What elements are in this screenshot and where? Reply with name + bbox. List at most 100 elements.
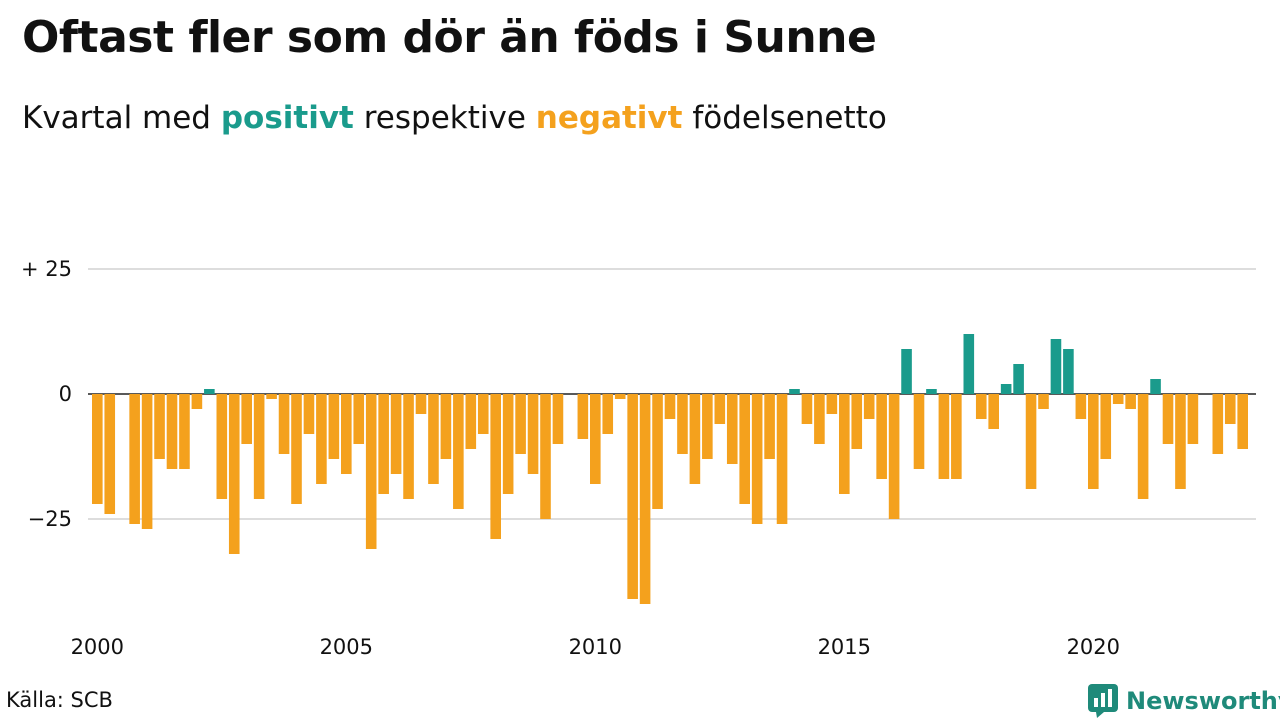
- bar-2019-q1: [1038, 394, 1049, 409]
- bar-2017-q2: [951, 394, 962, 479]
- bar-2005-q3: [365, 394, 377, 549]
- bar-2023-q1: [1237, 394, 1248, 449]
- x-tick-label: 2005: [320, 635, 373, 659]
- bar-2000-q1: [92, 394, 103, 504]
- bar-2018-q1: [988, 394, 999, 429]
- bar-2016-q1: [888, 394, 900, 519]
- bar-2013-q3: [764, 394, 775, 459]
- bar-2011-q1: [639, 394, 651, 604]
- bar-2001-q2: [154, 394, 165, 459]
- bar-2019-q4: [1075, 394, 1087, 419]
- bar-2002-q1: [191, 394, 203, 409]
- bar-2018-q4: [1025, 394, 1037, 489]
- bar-2010-q1: [590, 394, 601, 484]
- bar-2004-q3: [316, 394, 327, 484]
- bar-2006-q2: [403, 394, 414, 499]
- brand: Newsworthy: [1088, 684, 1280, 718]
- subtitle-negative: negativt: [535, 100, 683, 136]
- bar-2020-q4: [1125, 394, 1136, 409]
- bar-2020-q1: [1088, 394, 1099, 489]
- y-axis: + 25 0 −25: [21, 257, 72, 531]
- bar-2016-q2: [901, 349, 912, 394]
- bar-2010-q4: [627, 394, 638, 599]
- source-note: Källa: SCB: [6, 688, 113, 712]
- bar-2003-q4: [278, 394, 290, 454]
- bar-2009-q4: [577, 394, 589, 439]
- bar-2013-q4: [776, 394, 788, 524]
- bar-2011-q2: [652, 394, 663, 509]
- bar-2003-q3: [266, 394, 277, 399]
- bar-2008-q3: [515, 394, 526, 454]
- x-tick-label: 2000: [71, 635, 124, 659]
- chart-title: Oftast fler som dör än föds i Sunne: [22, 12, 877, 63]
- bar-2020-q2: [1100, 394, 1112, 459]
- y-tick-label: −25: [28, 507, 72, 531]
- bar-2011-q4: [677, 394, 688, 454]
- bar-2008-q2: [502, 394, 514, 494]
- y-tick-label: + 25: [21, 257, 72, 281]
- bar-2015-q4: [876, 394, 887, 479]
- bar-2019-q2: [1050, 339, 1062, 394]
- bar-2022-q1: [1187, 394, 1199, 444]
- x-tick-label: 2015: [818, 635, 871, 659]
- bar-2015-q2: [851, 394, 863, 449]
- bar-2001-q1: [141, 394, 153, 529]
- bar-2002-q3: [216, 394, 228, 499]
- bar-2013-q1: [739, 394, 750, 504]
- bar-2005-q1: [341, 394, 352, 474]
- bar-2017-q3: [963, 334, 975, 394]
- bar-2003-q2: [253, 394, 265, 499]
- bar-2000-q4: [129, 394, 140, 524]
- x-tick-label: 2010: [569, 635, 622, 659]
- bar-2003-q1: [241, 394, 252, 444]
- bar-2008-q4: [527, 394, 539, 474]
- bar-2001-q3: [166, 394, 178, 469]
- bar-2017-q4: [975, 394, 987, 419]
- bar-2013-q2: [751, 394, 763, 524]
- y-tick-label: 0: [59, 382, 72, 406]
- bar-2008-q1: [490, 394, 501, 539]
- bar-2004-q4: [328, 394, 340, 459]
- chart-subtitle: Kvartal med positivt respektive negativt…: [22, 100, 887, 136]
- bar-2002-q2: [204, 389, 215, 394]
- bar-2005-q2: [353, 394, 365, 444]
- subtitle-positive: positivt: [220, 100, 354, 136]
- subtitle-suffix: födelsenetto: [682, 100, 887, 136]
- bar-2012-q4: [726, 394, 738, 464]
- bar-2012-q1: [689, 394, 701, 484]
- bar-2012-q2: [702, 394, 713, 459]
- bar-2004-q2: [303, 394, 315, 434]
- bar-2018-q2: [1000, 384, 1012, 394]
- brand-name: Newsworthy: [1126, 687, 1280, 715]
- bar-2007-q3: [465, 394, 477, 449]
- bar-2005-q4: [378, 394, 389, 494]
- bar-2009-q1: [540, 394, 551, 519]
- bar-2022-q3: [1212, 394, 1224, 454]
- bar-2010-q3: [614, 394, 626, 399]
- bar-2014-q1: [789, 389, 800, 394]
- bars: [92, 334, 1248, 604]
- bar-2004-q1: [291, 394, 302, 504]
- bar-2021-q2: [1150, 379, 1161, 394]
- bar-2016-q3: [913, 394, 925, 469]
- bar-2002-q4: [228, 394, 240, 554]
- bar-2017-q1: [938, 394, 950, 479]
- bar-2010-q2: [602, 394, 614, 434]
- bar-2021-q1: [1137, 394, 1149, 499]
- bar-2018-q3: [1013, 364, 1024, 394]
- bar-2021-q3: [1162, 394, 1174, 444]
- bar-2016-q4: [926, 389, 937, 394]
- bar-2007-q4: [477, 394, 489, 434]
- bar-2006-q1: [390, 394, 402, 474]
- bar-2009-q2: [552, 394, 564, 444]
- bar-2007-q1: [440, 394, 452, 459]
- bar-2012-q3: [714, 394, 726, 424]
- bar-2014-q2: [801, 394, 813, 424]
- bar-2006-q3: [415, 394, 427, 414]
- x-tick-label: 2020: [1067, 635, 1120, 659]
- bar-2022-q4: [1224, 394, 1236, 424]
- bar-2015-q1: [839, 394, 850, 494]
- bar-2020-q3: [1112, 394, 1124, 404]
- x-axis: 2000 2005 2010 2015 2020: [71, 635, 1120, 659]
- bar-2019-q3: [1063, 349, 1074, 394]
